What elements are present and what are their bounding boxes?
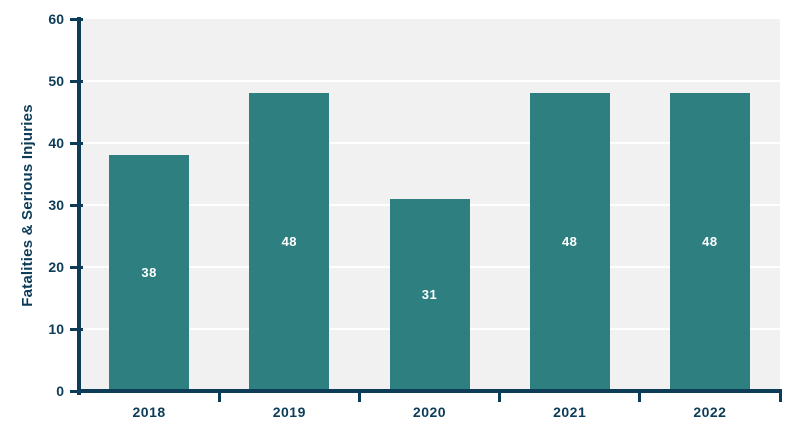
y-tick-30 [70,203,83,207]
bar-2019 [249,93,330,391]
bar-2018 [109,155,190,391]
x-tick-label-2020: 2020 [412,404,447,420]
y-tick-label-40: 40 [48,135,64,151]
bar-2022 [669,93,750,391]
x-axis-line [77,389,782,393]
y-tick-0 [70,389,83,393]
bar-value-label-2022: 48 [702,234,718,250]
x-tick-label-2021: 2021 [553,404,587,420]
x-tick-2 [357,389,361,402]
bar-value-label-2019: 48 [281,234,298,250]
gridline-50 [79,80,780,82]
y-tick-label-50: 50 [48,73,64,89]
x-tick-3 [498,389,502,402]
bar-2021 [529,93,610,391]
x-tick-label-2018: 2018 [132,404,166,420]
gridline-40 [79,142,780,144]
y-tick-label-30: 30 [48,197,64,213]
y-tick-20 [70,265,83,269]
bar-2020 [389,198,470,391]
y-tick-label-0: 0 [56,383,64,399]
y-tick-40 [70,141,83,145]
y-tick-50 [70,79,83,83]
x-tick-label-2022: 2022 [693,404,727,420]
x-tick-label-2019: 2019 [272,404,306,420]
y-tick-60 [70,17,83,21]
x-tick-1 [217,389,221,402]
bar-value-label-2021: 48 [561,234,578,250]
x-tick-4 [638,389,642,402]
y-tick-10 [70,327,83,331]
y-tick-label-20: 20 [48,259,64,275]
bar-value-label-2018: 38 [141,265,157,281]
y-axis-title: Fatalities & Serious Injuries [18,103,36,307]
y-tick-label-60: 60 [48,11,64,27]
x-tick-5 [778,389,782,402]
y-tick-label-10: 10 [48,321,64,337]
bar-value-label-2020: 31 [421,286,438,302]
